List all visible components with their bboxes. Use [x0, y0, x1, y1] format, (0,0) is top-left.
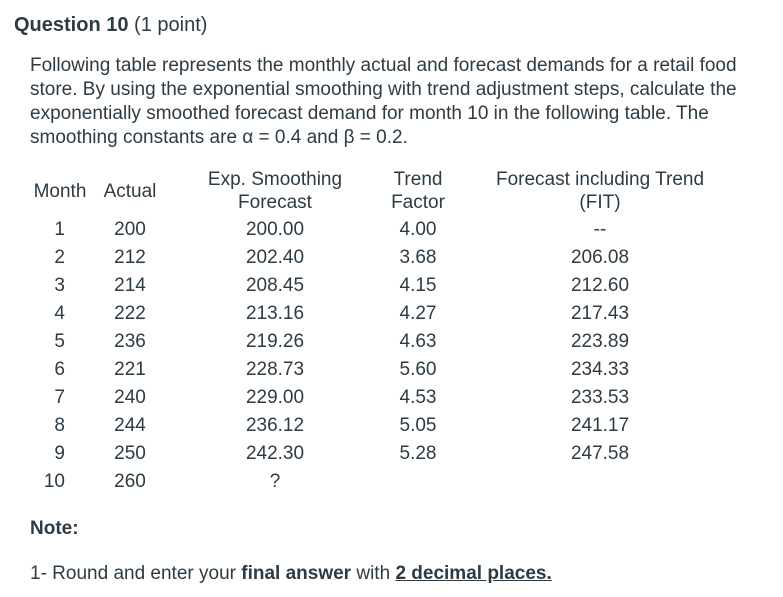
question-points: (1 point) [134, 14, 208, 36]
table-header-row: Month Actual Exp. Smoothing Forecast Trend … [30, 168, 744, 216]
note-label: Note: [30, 518, 79, 539]
table-cell [456, 468, 744, 496]
table-row: 4 222 213.16 4.27 217.43 [30, 300, 744, 328]
table-row: 2 212 202.40 3.68 206.08 [30, 244, 744, 272]
table-row: 10 260? [30, 468, 744, 496]
table-cell: 233.53 [570, 387, 630, 408]
column-header: Month [33, 180, 87, 202]
table-cell: 221 [114, 359, 146, 380]
column-header: Trend Factor [391, 169, 445, 213]
table-cell: 4 [54, 303, 65, 324]
question-body: Following table represents the monthly a… [14, 54, 783, 586]
table-cell: 5.60 [399, 359, 437, 380]
column-header: Forecast including Trend (FIT) [495, 169, 705, 213]
table-body: 1 200 200.00 4.00 -- 2 212 202.40 3.68 206.08 3 214… [30, 216, 744, 496]
table-cell: ? [269, 471, 281, 492]
table-cell: 4.53 [399, 387, 437, 408]
table-cell: 241.17 [570, 415, 630, 436]
table-row: 6 221 228.73 5.60 234.33 [30, 356, 744, 384]
question-container: Question 10 (1 point) Following table re… [14, 14, 783, 586]
table-cell: 236.12 [245, 415, 305, 436]
table-row: 3 214 208.45 4.15 212.60 [30, 272, 744, 300]
question-text: Following table represents the monthly a… [30, 55, 737, 148]
table-cell: -- [593, 219, 607, 240]
table-cell: 260 [114, 471, 146, 492]
table-head: Month Actual Exp. Smoothing Forecast Trend … [30, 168, 744, 216]
note-middle: with [351, 563, 396, 584]
table-cell: 214 [114, 275, 146, 296]
demand-table: Month Actual Exp. Smoothing Forecast Trend … [30, 168, 744, 496]
table-cell: 208.45 [245, 275, 305, 296]
table-cell: 213.16 [245, 303, 305, 324]
question-header: Question 10 (1 point) [14, 14, 783, 36]
table-cell: 3 [54, 275, 65, 296]
table-cell: 236 [114, 331, 146, 352]
table-cell: 6 [54, 359, 65, 380]
note-prefix: 1- Round and enter your [30, 563, 242, 584]
table-cell: 217.43 [570, 303, 630, 324]
table-cell: 1 [54, 219, 65, 240]
table-cell: 244 [114, 415, 146, 436]
table-cell: 3.68 [399, 247, 437, 268]
table-row: 9 250 242.30 5.28 247.58 [30, 440, 744, 468]
table-cell: 240 [114, 387, 146, 408]
table-cell: 5.05 [399, 415, 437, 436]
note-emphasis-text: 2 decimal places. [395, 563, 552, 584]
table-cell: 219.26 [245, 331, 305, 352]
table-cell [380, 468, 456, 496]
table-cell: 247.58 [570, 443, 630, 464]
table-row: 5 236 219.26 4.63 223.89 [30, 328, 744, 356]
table-cell: 4.63 [399, 331, 437, 352]
column-header: Exp. Smoothing Forecast [207, 169, 343, 213]
table-cell: 202.40 [245, 247, 305, 268]
table-cell: 200 [114, 219, 146, 240]
table-cell: 2 [54, 247, 65, 268]
table-cell: 5 [54, 331, 65, 352]
table-row: 7 240 229.00 4.53 233.53 [30, 384, 744, 412]
table-cell: 4.15 [399, 275, 437, 296]
table-cell: 8 [54, 415, 65, 436]
table-cell: 4.00 [399, 219, 437, 240]
table-cell: 242.30 [245, 443, 305, 464]
table-row: 8 244 236.12 5.05 241.17 [30, 412, 744, 440]
table-cell: 222 [114, 303, 146, 324]
table-cell: 212.60 [570, 275, 630, 296]
note-instruction: 1- Round and enter your final answer wit… [30, 562, 783, 586]
table-row: 1 200 200.00 4.00 -- [30, 216, 744, 244]
note-bold-text: final answer [241, 563, 352, 584]
table-cell: 212 [114, 247, 146, 268]
table-cell: 250 [114, 443, 146, 464]
table-cell: 206.08 [570, 247, 630, 268]
table-cell: 7 [54, 387, 65, 408]
table-cell: 5.28 [399, 443, 437, 464]
table-cell: 200.00 [245, 219, 305, 240]
table-cell: 229.00 [245, 387, 305, 408]
table-cell: 223.89 [570, 331, 630, 352]
column-header: Actual [103, 180, 157, 202]
table-cell: 4.27 [399, 303, 437, 324]
table-cell: 234.33 [570, 359, 630, 380]
table-cell: 9 [54, 443, 65, 464]
question-title: Question 10 [14, 14, 129, 36]
table-cell: 10 [43, 471, 65, 492]
table-cell: 228.73 [245, 359, 305, 380]
